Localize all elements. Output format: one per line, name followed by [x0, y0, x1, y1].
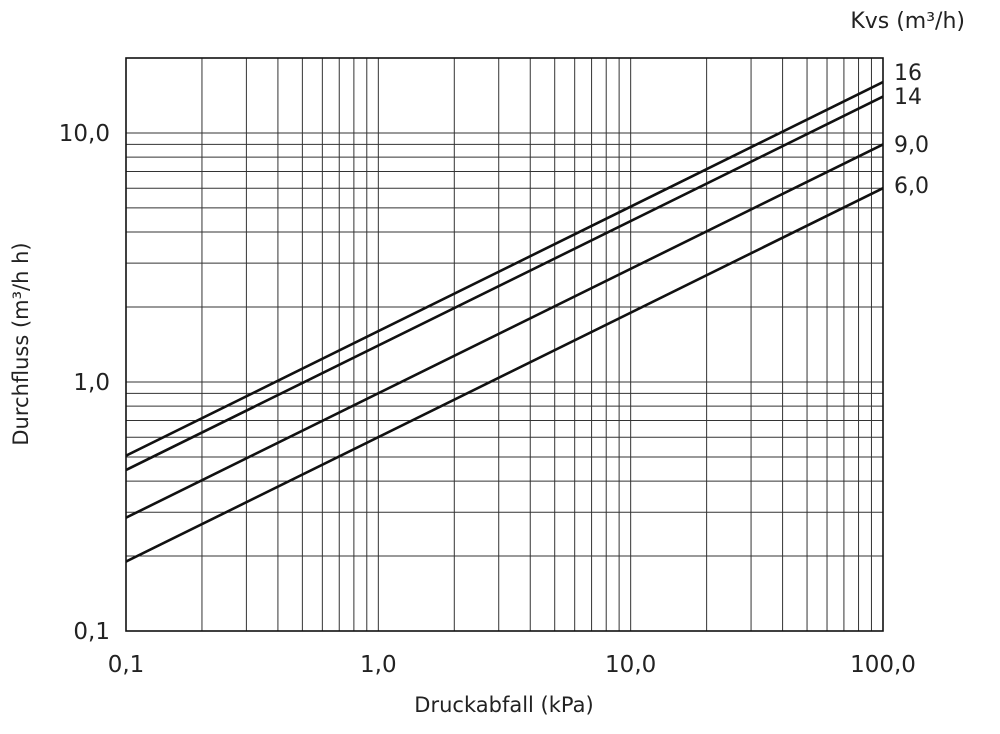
y-tick-label: 1,0: [73, 370, 110, 396]
x-tick-label: 100,0: [850, 652, 916, 678]
x-tick-label: 1,0: [360, 652, 397, 678]
series-label-kvs-6: 6,0: [894, 174, 929, 199]
x-tick-label: 10,0: [605, 652, 656, 678]
y-tick-label: 0,1: [73, 619, 110, 645]
x-tick-labels: 0,1 1,0 10,0 100,0: [108, 652, 916, 678]
series-line-kvs-14: [125, 95, 884, 472]
series-label-kvs-9: 9,0: [894, 133, 929, 158]
grid: [126, 58, 883, 631]
series-label-kvs-14: 14: [894, 85, 922, 110]
y-tick-label: 10,0: [59, 121, 110, 147]
series-line-kvs-6: [125, 187, 884, 563]
legend-title: Kvs (m³/h): [850, 9, 965, 34]
series-line-kvs-9: [125, 143, 884, 519]
y-axis-label: Durchfluss (m³/h h): [9, 242, 33, 445]
series-group: [125, 80, 884, 563]
y-tick-labels: 0,1 1,0 10,0: [59, 121, 110, 645]
x-axis-label: Druckabfall (kPa): [414, 693, 593, 717]
series-label-kvs-16: 16: [894, 61, 922, 86]
series-line-kvs-16: [125, 80, 884, 457]
plot-frame: [125, 57, 884, 632]
x-tick-label: 0,1: [108, 652, 145, 678]
